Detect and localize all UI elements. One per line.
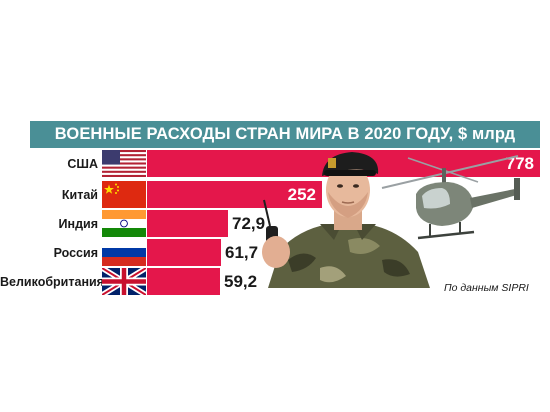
- bar-uk: [147, 268, 220, 295]
- category-label-uk: Великобритания: [0, 275, 104, 289]
- category-label-india: Индия: [58, 217, 98, 231]
- value-label-russia: 61,7: [225, 243, 259, 262]
- helicopter-illustration: [381, 155, 520, 240]
- us-flag-icon: [102, 150, 146, 177]
- china-flag-icon: [102, 181, 146, 208]
- value-label-uk: 59,2: [224, 272, 258, 291]
- bar-india: [147, 210, 228, 237]
- bar-russia: [147, 239, 221, 266]
- value-label-usa: 778: [505, 154, 534, 173]
- category-label-russia: Россия: [53, 246, 98, 260]
- chart-title: ВОЕННЫЕ РАСХОДЫ СТРАН МИРА В 2020 ГОДУ, …: [30, 121, 540, 148]
- bar-china: [147, 181, 322, 208]
- uk-flag-icon: [102, 268, 146, 295]
- category-label-usa: США: [67, 157, 98, 171]
- value-label-china: 252: [287, 185, 316, 204]
- russia-flag-icon: [102, 239, 146, 266]
- source-note: По данным SIPRI: [444, 282, 529, 294]
- india-flag-icon: [102, 210, 146, 237]
- category-label-china: Китай: [61, 188, 98, 202]
- soldier-illustration: [262, 152, 430, 288]
- value-label-india: 72,9: [232, 214, 266, 233]
